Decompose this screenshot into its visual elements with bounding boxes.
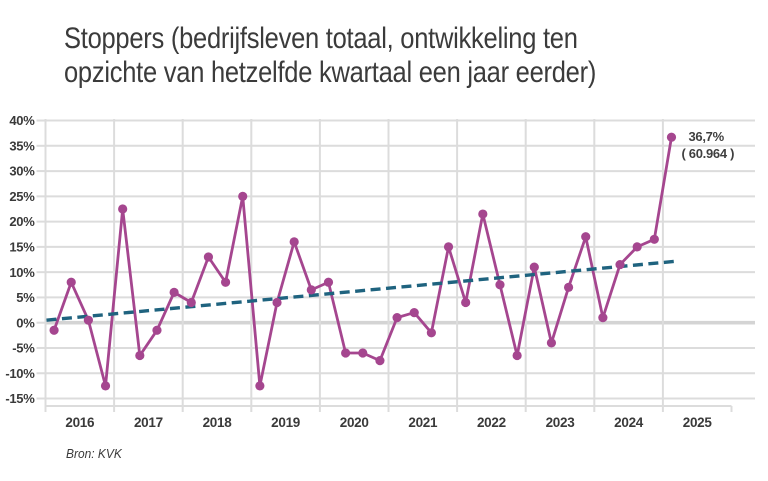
- annotation-value-label: 36,7%: [688, 129, 724, 144]
- data-point-marker: [186, 297, 196, 308]
- x-axis-label: 2016: [65, 415, 95, 430]
- data-point-marker: [443, 242, 454, 252]
- data-point-marker: [546, 338, 557, 348]
- x-axis-label: 2021: [408, 415, 438, 430]
- data-point-marker: [495, 280, 505, 290]
- data-point-marker: [135, 350, 145, 361]
- data-point-marker: [426, 328, 436, 338]
- data-point-marker: [272, 297, 282, 308]
- data-point-marker: [512, 350, 522, 361]
- x-axis-label: 2024: [614, 415, 644, 430]
- data-point-marker: [100, 381, 111, 391]
- data-point-marker: [341, 348, 351, 358]
- y-axis-label: 30%: [9, 164, 35, 179]
- x-axis-label: 2022: [477, 415, 506, 430]
- data-point-marker: [203, 252, 214, 262]
- data-point-marker: [666, 132, 677, 142]
- x-axis-label: 2017: [134, 415, 163, 430]
- data-point-marker: [529, 262, 539, 272]
- y-axis-label: 20%: [9, 214, 35, 229]
- data-point-marker: [323, 277, 334, 287]
- y-axis-label: 25%: [9, 189, 35, 204]
- trend-line: [46, 259, 679, 322]
- chart-title-line-1: Stoppers (bedrijfsleven totaal, ontwikke…: [64, 22, 578, 55]
- data-point-marker: [169, 287, 179, 297]
- x-axis-label: 2025: [683, 415, 713, 430]
- y-axis-label: 0%: [16, 315, 35, 330]
- data-point-marker: [409, 307, 419, 318]
- y-axis-label: 15%: [9, 239, 35, 254]
- data-point-marker: [581, 232, 591, 242]
- data-point-marker: [66, 277, 76, 287]
- data-point-marker: [375, 356, 385, 366]
- y-axis-label: -5%: [12, 341, 35, 356]
- data-point-marker: [632, 242, 642, 252]
- source-label: Bron: KVK: [66, 446, 122, 461]
- data-point-marker: [563, 282, 574, 292]
- y-axis-label: 10%: [9, 265, 35, 280]
- annotation-count-label: ( 60.964 ): [681, 146, 734, 161]
- data-point-marker: [83, 315, 93, 325]
- data-point-marker: [392, 313, 402, 323]
- data-point-marker: [615, 259, 625, 270]
- data-point-marker: [598, 313, 608, 323]
- data-point-marker: [306, 285, 316, 295]
- data-point-marker: [649, 234, 659, 244]
- data-point-marker: [461, 297, 471, 308]
- x-axis-label: 2020: [340, 415, 369, 430]
- data-point-marker: [358, 348, 368, 358]
- data-point-marker: [220, 277, 231, 287]
- x-axis-label: 2023: [546, 415, 576, 430]
- chart-title-line-2: opzichte van hetzelfde kwartaal een jaar…: [64, 56, 597, 89]
- y-axis-label: 35%: [9, 138, 35, 153]
- x-axis-label: 2018: [203, 415, 233, 430]
- data-point-marker: [152, 325, 162, 335]
- data-point-marker: [118, 204, 128, 214]
- data-point-marker: [255, 381, 265, 391]
- y-axis-label: 40%: [9, 113, 35, 128]
- chart-title: Stoppers (bedrijfsleven totaal, ontwikke…: [64, 22, 596, 90]
- y-axis-label: -15%: [5, 391, 35, 406]
- x-axis-label: 2019: [271, 415, 300, 430]
- y-axis-label: -10%: [5, 366, 35, 381]
- data-point-marker: [478, 209, 488, 219]
- data-point-marker: [289, 237, 299, 247]
- data-point-marker: [49, 325, 59, 335]
- y-axis-label: 5%: [16, 290, 35, 305]
- data-point-marker: [238, 191, 248, 201]
